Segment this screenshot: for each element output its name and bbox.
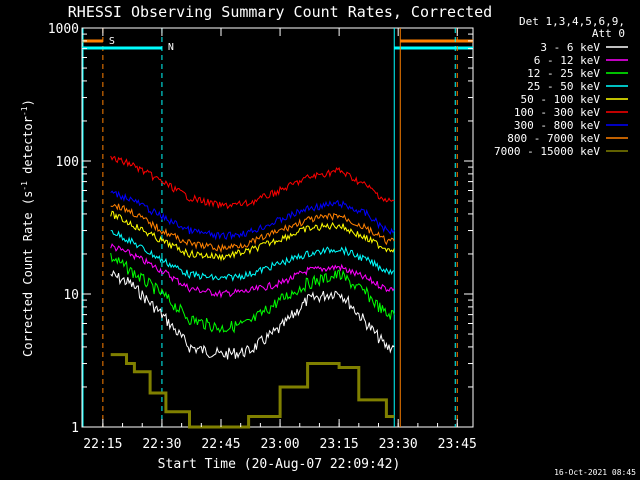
y-tick-label-2: 100 <box>56 155 79 170</box>
series-line-2 <box>110 252 395 334</box>
y-tick-label-3: 1000 <box>48 22 79 37</box>
y-axis-label-end: ) <box>21 99 35 106</box>
x-tick-label-0: 22:15 <box>83 437 122 452</box>
series-line-7 <box>110 203 395 254</box>
y-axis-label-sup1: -1 <box>20 181 29 191</box>
chart-title: RHESSI Observing Summary Count Rates, Co… <box>68 3 492 21</box>
generated-date: 16-Oct-2021 08:45 <box>554 468 636 477</box>
y-axis-label-sup2: -1 <box>20 106 29 116</box>
marker-label-S: S <box>109 36 115 47</box>
legend-label-8: 7000 - 15000 keV <box>494 145 600 158</box>
legend-header-line-1: Det 1,3,4,5,6,9, <box>519 15 625 28</box>
y-tick-label-0: 1 <box>71 421 79 436</box>
x-axis-label: Start Time (20-Aug-07 22:09:42) <box>158 457 401 472</box>
marker-label-N: N <box>168 42 174 53</box>
series-line-8 <box>110 353 395 429</box>
series-line-0 <box>110 269 395 360</box>
x-tick-label-4: 23:15 <box>320 437 359 452</box>
series-layer <box>110 155 395 429</box>
legend-label-3: 25 - 50 keV <box>527 80 600 93</box>
x-tick-label-5: 23:30 <box>379 437 418 452</box>
legend-label-0: 3 - 6 keV <box>540 41 600 54</box>
series-line-1 <box>110 243 395 299</box>
tick-layer: 22:15 22:30 22:45 23:00 23:15 23:30 23:45 1 10 10… <box>48 22 477 452</box>
series-line-3 <box>110 230 395 282</box>
legend-label-1: 6 - 12 keV <box>534 54 601 67</box>
legend-header-line-2: Att 0 <box>592 27 625 40</box>
y-axis-label-main: Corrected Count Rate (s <box>21 191 35 357</box>
legend-label-2: 12 - 25 keV <box>527 67 600 80</box>
marker-layer: SN <box>82 28 473 427</box>
y-axis-label-mid: detector <box>21 116 35 181</box>
x-tick-label-6: 23:45 <box>438 437 477 452</box>
x-tick-label-2: 22:45 <box>201 437 240 452</box>
y-tick-label-1: 10 <box>63 288 79 303</box>
plot-frame <box>81 27 474 428</box>
series-line-5 <box>110 155 395 210</box>
legend-label-4: 50 - 100 keV <box>521 93 601 106</box>
series-line-6 <box>110 190 395 241</box>
series-line-4 <box>110 210 395 262</box>
legend-label-7: 800 - 7000 keV <box>507 132 600 145</box>
x-tick-label-1: 22:30 <box>142 437 181 452</box>
legend-label-5: 100 - 300 keV <box>514 106 600 119</box>
legend-label-6: 300 - 800 keV <box>514 119 600 132</box>
y-axis-label: Corrected Count Rate (s-1 detector-1) <box>20 99 35 357</box>
plot-area: SN 22:15 22:30 22:45 23:00 23:15 23:30 23:4511… <box>48 22 477 452</box>
x-tick-label-3: 23:00 <box>260 437 299 452</box>
